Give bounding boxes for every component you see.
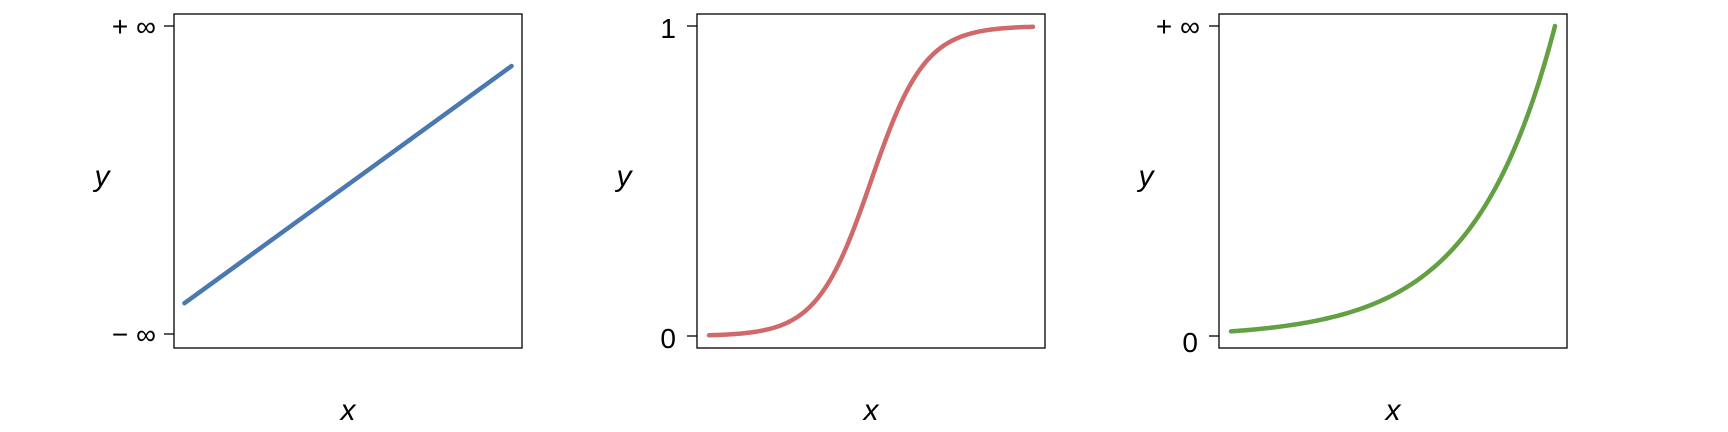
x-axis-label: x — [339, 394, 357, 427]
y-tick-label-top: 1 — [660, 13, 676, 44]
x-axis-label: x — [862, 394, 880, 427]
y-axis-label: y — [615, 160, 634, 193]
y-tick-label-top: + ∞ — [1156, 11, 1200, 42]
y-tick-label-bottom: 0 — [660, 323, 676, 354]
series-line-logistic — [706, 24, 1036, 338]
plot-frame — [696, 13, 1046, 349]
panel-linear: − ∞ + ∞ y x — [93, 11, 523, 427]
plot-frame — [173, 13, 523, 349]
x-axis-label: x — [1384, 394, 1402, 427]
panel-exponential: 0 + ∞ y x — [1137, 11, 1568, 427]
y-tick-label-bottom: − ∞ — [112, 319, 156, 350]
series-line-exponential — [1228, 23, 1558, 334]
y-axis-label: y — [93, 160, 112, 193]
y-tick-label-top: + ∞ — [112, 11, 156, 42]
y-axis-label: y — [1137, 160, 1156, 193]
y-tick-label-bottom: 0 — [1182, 327, 1198, 358]
panel-logistic: 0 1 y x — [615, 13, 1046, 427]
plot-frame — [1218, 13, 1568, 349]
series-line-linear — [182, 63, 514, 306]
